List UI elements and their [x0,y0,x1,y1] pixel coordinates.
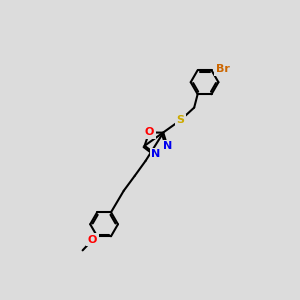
Text: N: N [151,149,160,159]
Text: O: O [145,128,154,137]
Text: O: O [88,235,97,245]
Text: Br: Br [216,64,230,74]
Text: S: S [176,115,184,125]
Text: N: N [163,141,172,151]
